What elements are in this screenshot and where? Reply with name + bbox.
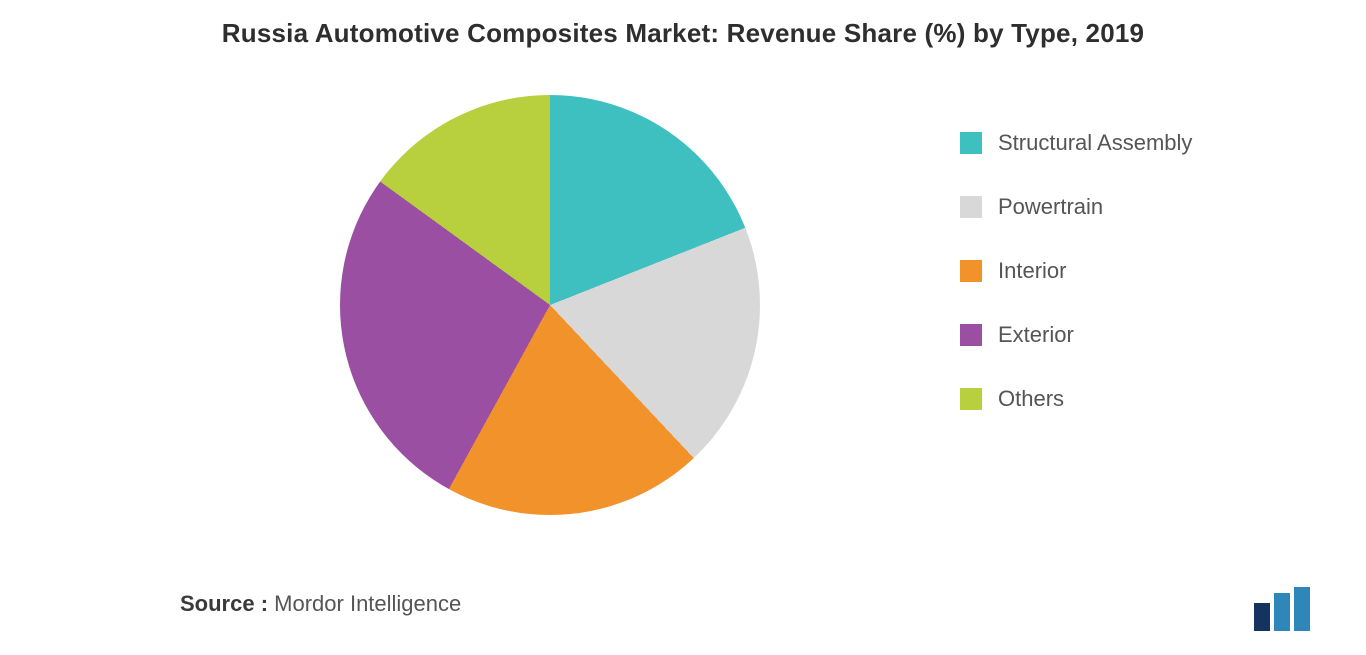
- legend-swatch: [960, 324, 982, 346]
- pie-surface: [340, 95, 760, 515]
- source-value: Mordor Intelligence: [274, 591, 461, 616]
- legend-item: Others: [960, 386, 1280, 412]
- legend-label: Interior: [998, 258, 1066, 284]
- source-attribution: Source : Mordor Intelligence: [180, 591, 461, 617]
- brand-logo: [1254, 587, 1318, 631]
- legend-label: Others: [998, 386, 1064, 412]
- legend-swatch: [960, 196, 982, 218]
- chart-title: Russia Automotive Composites Market: Rev…: [0, 18, 1366, 49]
- legend-swatch: [960, 388, 982, 410]
- pie-chart: [340, 95, 760, 515]
- legend-swatch: [960, 132, 982, 154]
- legend-item: Exterior: [960, 322, 1280, 348]
- legend-label: Powertrain: [998, 194, 1103, 220]
- legend-label: Exterior: [998, 322, 1074, 348]
- legend-item: Structural Assembly: [960, 130, 1280, 156]
- legend-swatch: [960, 260, 982, 282]
- source-label: Source :: [180, 591, 268, 616]
- legend-label: Structural Assembly: [998, 130, 1192, 156]
- legend-item: Powertrain: [960, 194, 1280, 220]
- legend-item: Interior: [960, 258, 1280, 284]
- legend: Structural Assembly Powertrain Interior Ext…: [960, 130, 1280, 450]
